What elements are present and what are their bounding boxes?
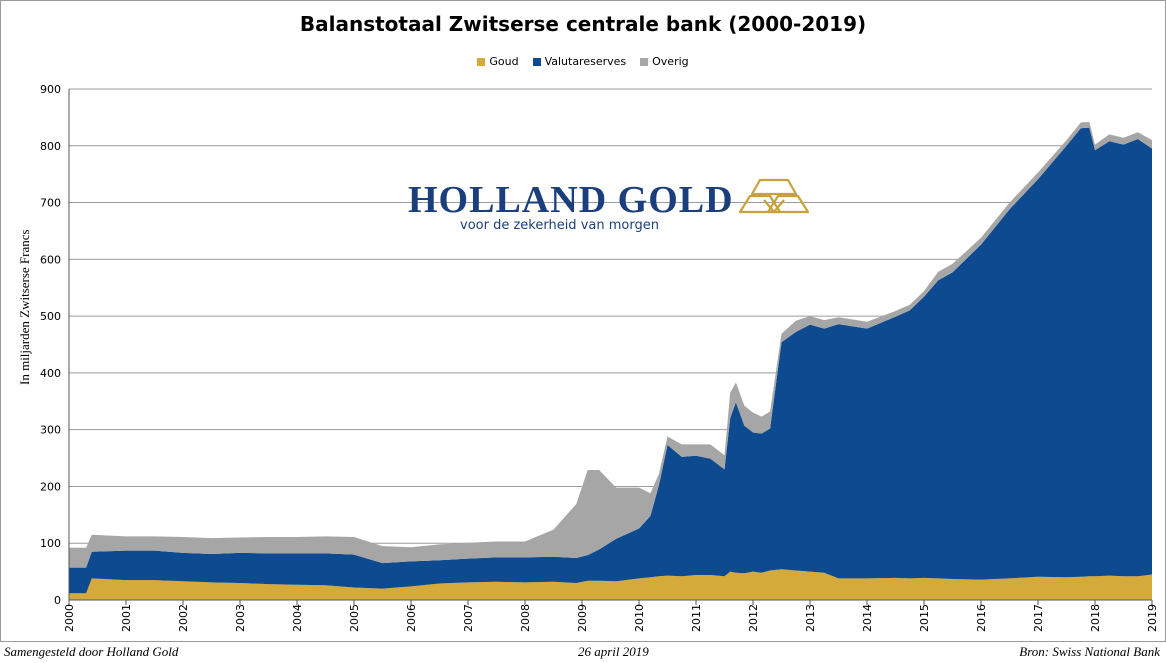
brand-tagline: voor de zekerheid van morgen <box>460 218 659 233</box>
watermark-logo: HOLLAND GOLD voor de zekerheid van morge… <box>408 178 818 248</box>
y-tick-label-700: 700 <box>40 197 61 210</box>
x-tick-label-2010: 2010 <box>633 604 646 632</box>
y-tick-label-100: 100 <box>40 537 61 550</box>
area-series-overig <box>69 121 1152 568</box>
legend-swatch-overig <box>640 57 649 66</box>
brand-name: HOLLAND GOLD <box>408 179 734 221</box>
x-tick-label-2019: 2019 <box>1146 604 1159 632</box>
x-tick-label-2008: 2008 <box>519 604 532 632</box>
x-tick-label-2006: 2006 <box>405 604 418 632</box>
y-tick-label-800: 800 <box>40 140 61 153</box>
legend-swatch-valutareserves <box>532 57 541 66</box>
x-tick-label-2005: 2005 <box>348 604 361 632</box>
x-tick-label-2000: 2000 <box>63 604 76 632</box>
chart-title: Balanstotaal Zwitserse centrale bank (20… <box>299 12 867 36</box>
legend-item-valutareserves: Valutareserves <box>532 55 627 68</box>
x-tick-label-2007: 2007 <box>462 604 475 632</box>
x-tick-label-2004: 2004 <box>291 604 304 632</box>
y-tick-label-500: 500 <box>40 310 61 323</box>
footer-date: 26 april 2019 <box>578 644 649 659</box>
area-series-valutareserves <box>69 127 1152 594</box>
chart-legend: Goud Valutareserves Overig <box>0 55 1166 68</box>
legend-item-goud: Goud <box>477 55 519 68</box>
x-tick-label-2009: 2009 <box>576 604 589 632</box>
area-series-goud <box>69 569 1152 600</box>
x-tick-label-2013: 2013 <box>804 604 817 632</box>
legend-item-overig: Overig <box>640 55 689 68</box>
x-tick-label-2011: 2011 <box>690 604 703 632</box>
gold-bars-icon <box>738 178 810 214</box>
x-tick-label-2017: 2017 <box>1032 604 1045 632</box>
x-tick-label-2002: 2002 <box>177 604 190 632</box>
y-tick-label-400: 400 <box>40 367 61 380</box>
x-tick-label-2016: 2016 <box>975 604 988 632</box>
x-tick-label-2012: 2012 <box>747 604 760 632</box>
x-tick-label-2014: 2014 <box>861 604 874 632</box>
legend-swatch-goud <box>477 57 486 66</box>
x-tick-label-2018: 2018 <box>1089 604 1102 632</box>
x-tick-label-2015: 2015 <box>918 604 931 632</box>
x-tick-label-2003: 2003 <box>234 604 247 632</box>
legend-label-valutareserves: Valutareserves <box>544 55 627 68</box>
legend-label-overig: Overig <box>652 55 689 68</box>
legend-label-goud: Goud <box>489 55 519 68</box>
footer-source: Bron: Swiss National Bank <box>1019 644 1160 659</box>
y-tick-label-0: 0 <box>54 594 61 607</box>
y-tick-label-600: 600 <box>40 253 61 266</box>
x-tick-label-2001: 2001 <box>120 604 133 632</box>
y-tick-label-300: 300 <box>40 424 61 437</box>
footer-credit: Samengesteld door Holland Gold <box>4 644 179 659</box>
y-tick-label-900: 900 <box>40 83 61 96</box>
y-tick-label-200: 200 <box>40 480 61 493</box>
